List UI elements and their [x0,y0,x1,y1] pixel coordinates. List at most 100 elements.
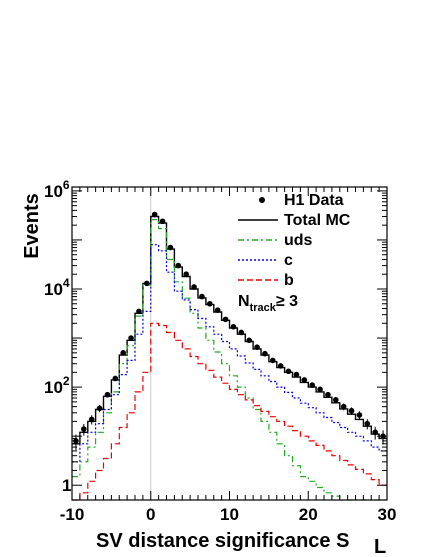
data-point [238,329,245,336]
data-point [175,262,182,269]
data-point-marker [81,426,87,432]
data-point [183,271,189,278]
data-point-marker [112,375,119,382]
data-point [120,350,126,356]
data-point [325,391,331,398]
data-point [309,382,315,388]
data-point [364,419,371,430]
data-point-marker [88,416,95,423]
data-point-marker [340,403,347,410]
data-point [159,218,166,225]
data-point-marker [183,271,189,278]
data-point-marker [199,293,205,300]
track-annotation: Ntrack≥ 3 [238,293,298,314]
data-point-marker [277,363,284,369]
legend-item-h1-data: H1 Data [259,192,344,209]
x-axis-title: SV distance significance S [96,530,349,552]
data-point-marker [325,391,331,398]
axis-ticks [71,187,388,500]
legend: H1 Data Total MC uds cb [238,192,351,289]
data-point-marker [128,335,134,341]
data-point-marker [96,405,103,412]
data-point-marker [293,371,300,378]
data-point [340,403,347,411]
data-point [222,316,229,323]
data-point [277,363,284,369]
data-point [191,284,197,290]
data-point [96,405,103,413]
legend-label: Total MC [284,212,351,229]
data-point [356,411,363,420]
x-tick-label: 30 [378,505,397,524]
data-point-marker [238,329,245,336]
series-line-uds [72,219,387,501]
data-point-marker [372,429,378,436]
data-point [199,293,205,300]
data-point-marker [309,382,315,388]
y-tick-label: 102 [44,374,70,397]
data-point-marker [144,280,150,287]
data-point-marker [167,244,174,251]
x-tick-label: 20 [299,505,318,524]
plot-area [72,187,387,501]
data-point [380,430,386,445]
legend-item-total-mc: Total MC [238,212,351,229]
data-point [372,426,378,440]
data-point [81,423,87,436]
data-point [262,350,268,357]
data-point-marker [356,412,363,418]
data-point [301,377,308,383]
data-point-marker [175,262,182,269]
data-point [207,300,213,307]
data-point [151,211,158,218]
legend-swatch [259,197,265,203]
x-tick-label: 10 [220,505,239,524]
data-point-marker [151,211,158,218]
data-point [254,344,260,351]
data-point-marker [254,344,260,351]
data-point-marker [364,420,371,427]
data-point-marker [262,350,268,357]
legend-label: b [284,272,294,289]
data-point [293,371,300,378]
data-point-marker [246,337,252,344]
legend-label: uds [284,232,313,249]
data-point [246,337,252,344]
data-point [317,386,323,393]
data-point-marker [230,323,237,330]
data-point [112,375,119,382]
series-line-total-mc [72,215,387,445]
data-point [348,407,355,415]
data-point-marker [348,407,355,414]
data-point [88,415,95,425]
legend-label: H1 Data [284,192,344,209]
data-point [128,335,134,341]
y-tick-label: 1 [62,476,71,495]
legend-item-c: c [238,252,293,269]
series-line-b [72,322,387,501]
data-point [136,308,142,315]
data-point-marker [333,397,339,403]
data-point [270,357,276,364]
x-tick-label: -10 [60,505,85,524]
data-point [230,323,237,330]
data-point-marker [222,316,229,323]
x-axis-title-subscript: L [374,536,386,557]
data-point [104,391,111,398]
x-tick-label: 0 [146,505,155,524]
y-tick-label: 104 [44,276,70,299]
legend-item-uds: uds [238,232,313,249]
data-point [333,397,339,403]
data-point-marker [270,357,276,364]
series-line-c [72,244,387,463]
data-point-marker [159,218,166,225]
data-point-marker [301,377,308,383]
data-point [285,368,292,375]
y-tick-label: 106 [44,178,70,201]
data-point [144,280,150,287]
data-point-marker [214,307,221,313]
tick-labels: -10 0 10 20 30 1 102 104 106 [44,178,396,524]
data-point [167,244,174,251]
legend-item-b: b [238,272,294,289]
